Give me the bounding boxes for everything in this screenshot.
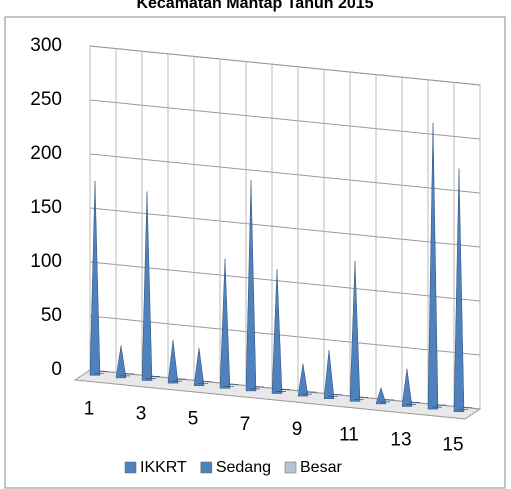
legend-swatch [284, 461, 297, 474]
x-tick-label: 5 [188, 409, 199, 430]
y-tick-label: 50 [41, 305, 62, 326]
x-tick-label: 11 [339, 424, 359, 445]
cone [375, 386, 387, 405]
cone [115, 345, 127, 379]
grid-line [89, 45, 481, 86]
x-tick-label: 15 [442, 435, 463, 456]
grid-line [89, 153, 481, 194]
y-tick-label: 200 [30, 143, 62, 164]
grid-line [89, 315, 481, 356]
legend-label: Sedang [216, 459, 271, 476]
cone [427, 122, 439, 410]
x-tick-label: 13 [390, 430, 411, 451]
cone [245, 180, 257, 392]
x-tick-label: 7 [240, 414, 251, 435]
legend-swatch [200, 461, 213, 474]
cone [297, 363, 309, 397]
cone [453, 168, 465, 412]
cone [219, 258, 231, 389]
chart-title: Kecamatan Mantap Tahun 2015 [136, 0, 373, 12]
y-tick-label: 150 [30, 197, 62, 218]
cone [271, 269, 283, 394]
y-tick-label: 100 [30, 251, 62, 272]
legend-label: IKKRT [140, 459, 187, 476]
x-tick-label: 3 [136, 404, 147, 425]
cone [323, 350, 335, 399]
y-tick-label: 300 [30, 35, 62, 56]
cone [141, 191, 153, 381]
x-tick-label: 9 [292, 419, 303, 440]
cone [167, 339, 179, 384]
cone [349, 260, 361, 402]
x-tick-label: 1 [84, 398, 95, 419]
legend-swatch [124, 461, 137, 474]
grid-line [89, 207, 481, 248]
cone [401, 368, 413, 407]
grid-line [89, 99, 481, 140]
y-tick-label: 0 [51, 359, 62, 380]
cone [89, 180, 101, 376]
y-tick-label: 250 [30, 89, 62, 110]
cone [193, 347, 205, 386]
legend-label: Besar [300, 459, 342, 476]
grid-line [89, 261, 481, 302]
